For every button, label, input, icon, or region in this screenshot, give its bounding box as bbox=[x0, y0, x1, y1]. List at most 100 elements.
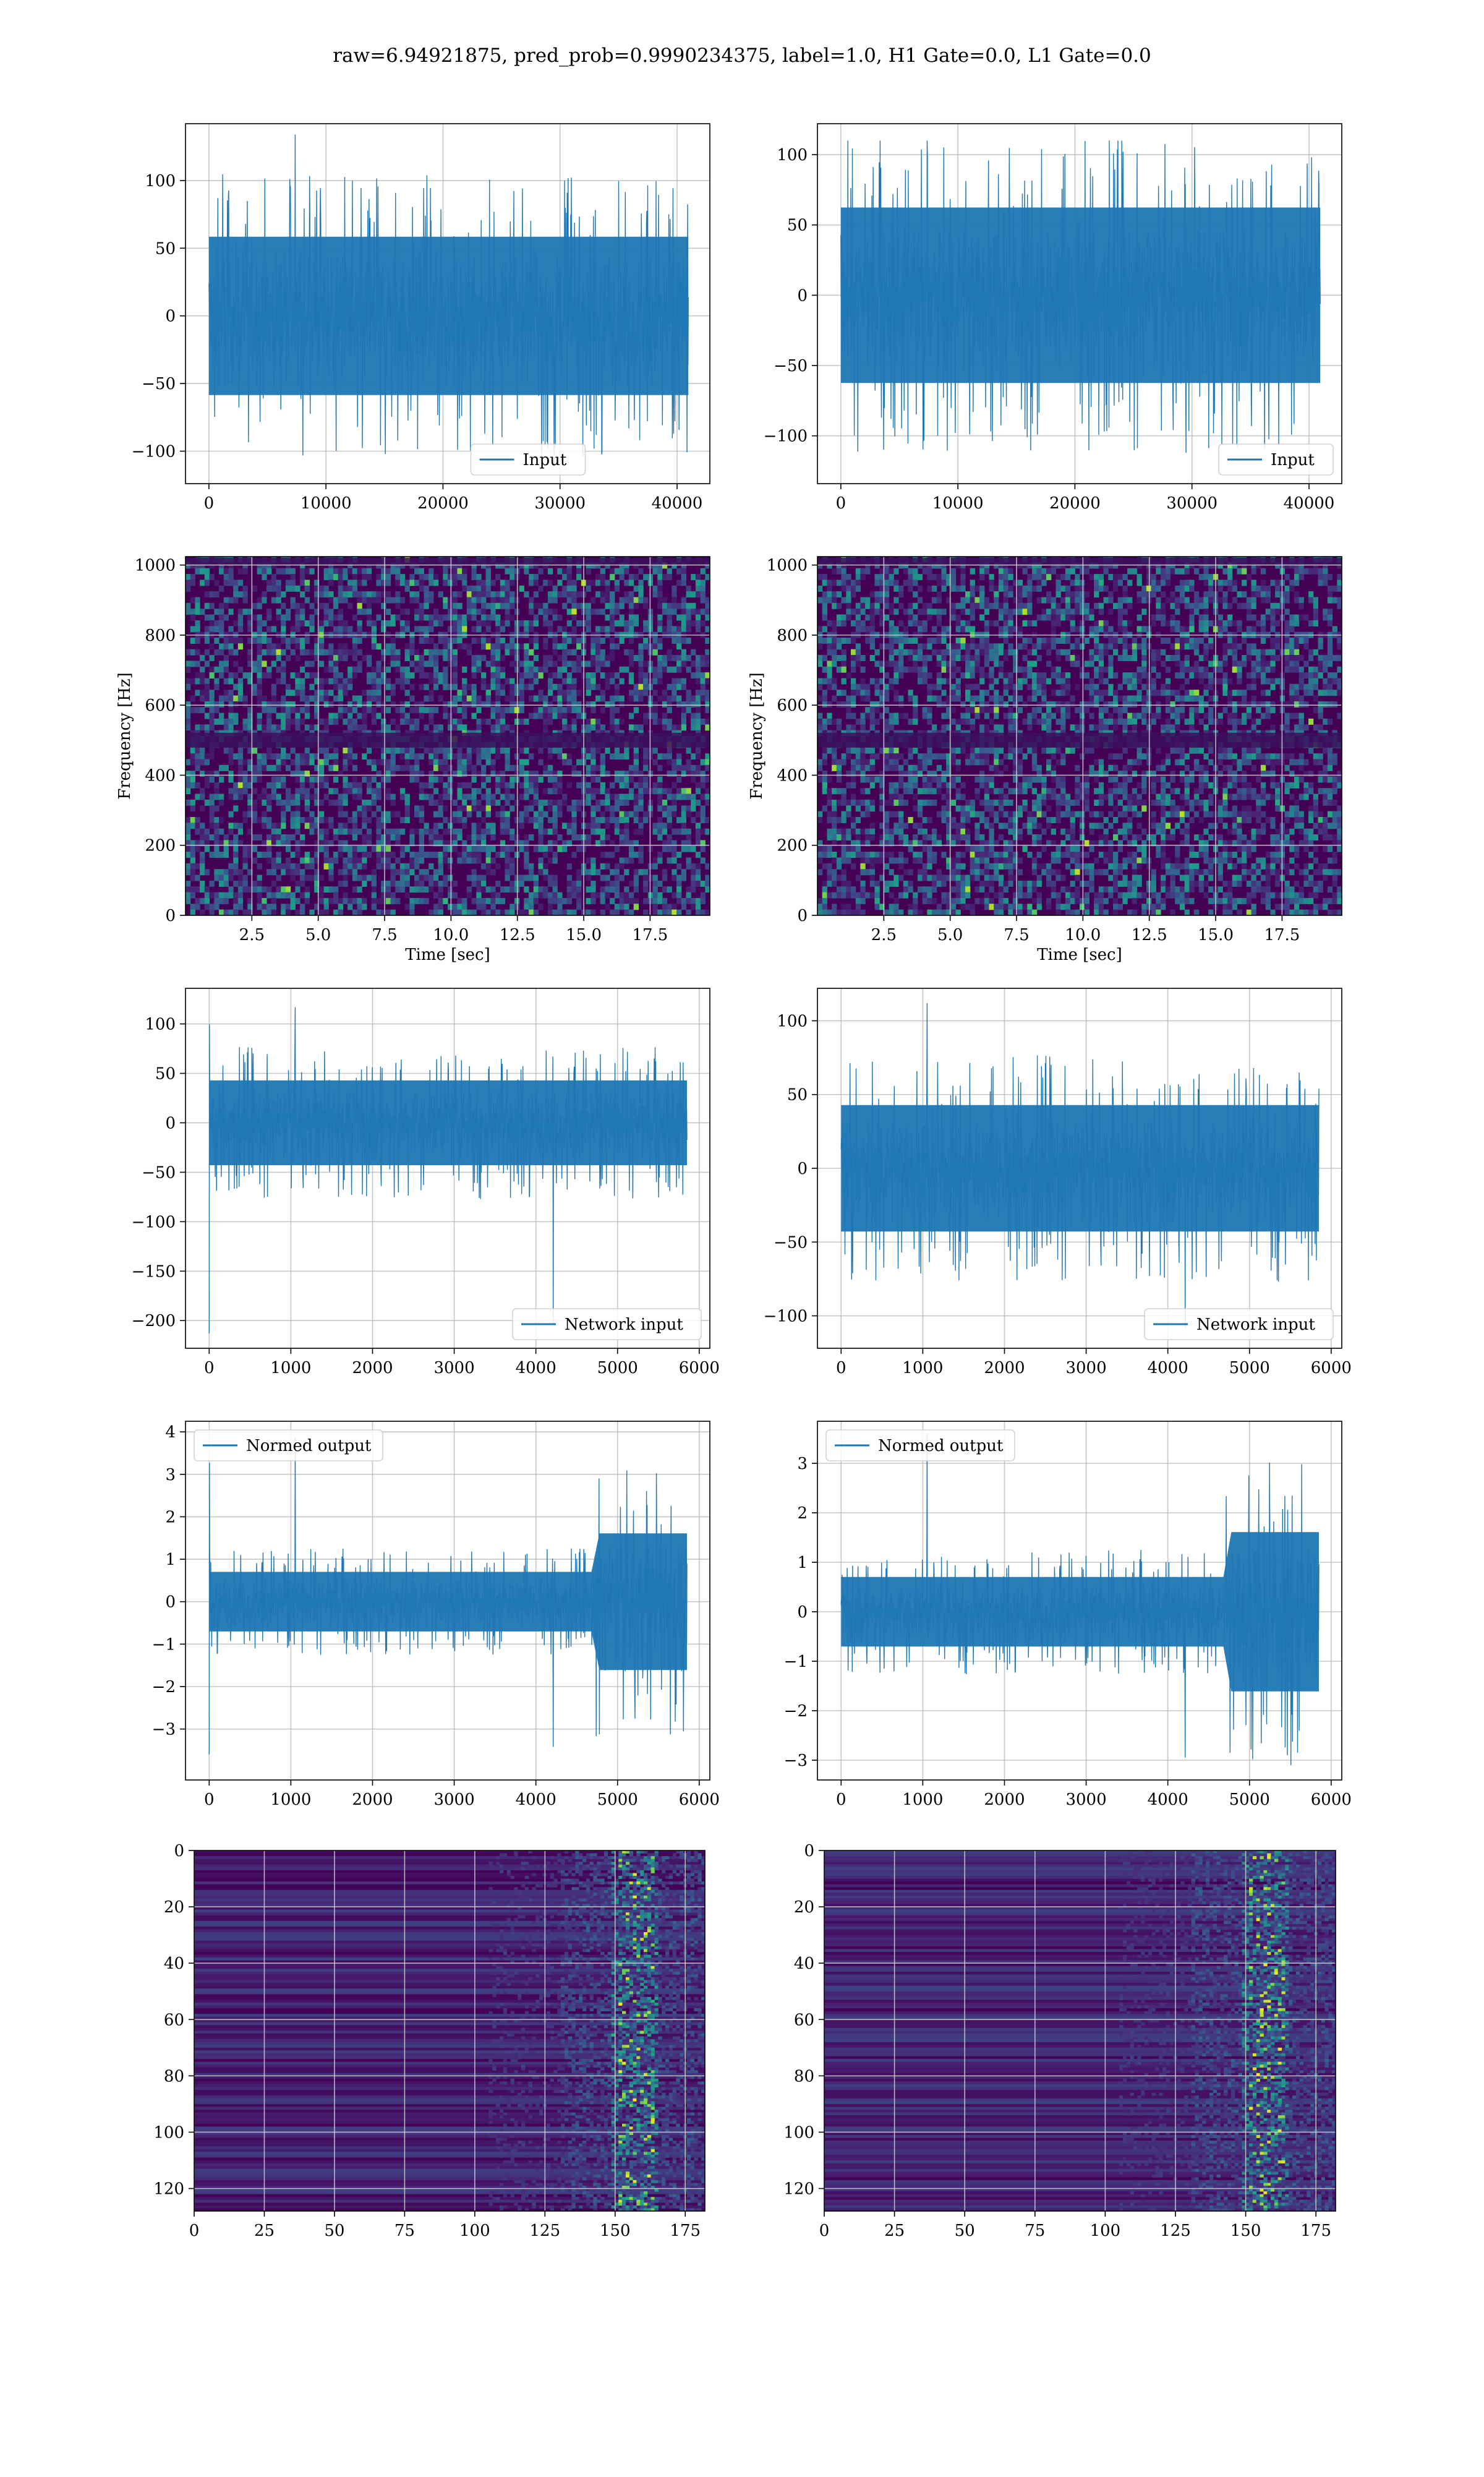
h1-input-ytick-label: −100 bbox=[132, 442, 176, 461]
h1-normed-xtick-label: 1000 bbox=[270, 1790, 311, 1809]
h1-netin-xtick-label: 3000 bbox=[433, 1359, 474, 1377]
h1-feat-ytick-label: 20 bbox=[164, 1898, 184, 1917]
h1-input-ytick-label: 50 bbox=[155, 239, 176, 258]
l1-normed-xtick-label: 5000 bbox=[1229, 1790, 1270, 1809]
l1-feat-xtick-label: 175 bbox=[1300, 2222, 1331, 2240]
h1-spec-xtick-label: 15.0 bbox=[566, 926, 602, 944]
l1-feat-xtick-label: 50 bbox=[955, 2222, 975, 2240]
l1-normed-xtick-label: 3000 bbox=[1065, 1790, 1106, 1809]
l1-spec-ylabel: Frequency [Hz] bbox=[748, 672, 766, 800]
h1-netin-ytick-label: 0 bbox=[165, 1114, 176, 1132]
l1-feat-xtick-label: 25 bbox=[884, 2222, 905, 2240]
h1-spec-ylabel: Frequency [Hz] bbox=[116, 672, 134, 800]
h1-feat-ytick-label: 40 bbox=[164, 1954, 184, 1973]
l1-normed-ytick-label: 1 bbox=[797, 1554, 808, 1572]
l1-normed-ytick-label: −2 bbox=[784, 1702, 808, 1721]
l1-spec-xtick-label: 15.0 bbox=[1198, 926, 1234, 944]
l1-spec-ytick-label: 200 bbox=[777, 837, 808, 855]
l1-input-xtick-label: 0 bbox=[836, 494, 846, 513]
l1-netin-legend: Network input bbox=[1145, 1309, 1333, 1340]
h1-input-xtick-label: 0 bbox=[204, 494, 215, 513]
l1-normed-ytick-label: −3 bbox=[784, 1752, 808, 1770]
l1-input-ytick-label: 0 bbox=[797, 286, 808, 305]
h1-spec-ytick-label: 600 bbox=[145, 696, 176, 715]
l1-input-xtick-label: 10000 bbox=[932, 494, 984, 513]
l1-input-legend: Input bbox=[1219, 444, 1333, 475]
l1-feat-xtick-label: 0 bbox=[819, 2222, 830, 2240]
h1-netin-ytick-label: −150 bbox=[132, 1262, 176, 1281]
h1-feat-ytick-label: 120 bbox=[153, 2180, 184, 2199]
h1-netin-xtick-label: 1000 bbox=[270, 1359, 311, 1377]
h1-feat-ytick-label: 0 bbox=[174, 1842, 184, 1860]
l1-netin-xtick-label: 2000 bbox=[984, 1359, 1025, 1377]
h1-feat-xtick-label: 175 bbox=[670, 2222, 701, 2240]
l1-normed-xtick-label: 6000 bbox=[1311, 1790, 1352, 1809]
h1-input-ytick-label: −50 bbox=[142, 375, 176, 393]
h1-spec-ytick-label: 800 bbox=[145, 627, 176, 645]
l1-normed-xtick-label: 1000 bbox=[902, 1790, 943, 1809]
h1-input-legend-label: Input bbox=[523, 451, 567, 469]
l1-feat-ytick-label: 80 bbox=[794, 2067, 814, 2086]
h1-normed-legend: Normed output bbox=[194, 1430, 383, 1461]
h1-feat-ytick-label: 80 bbox=[164, 2067, 184, 2086]
h1-netin-xtick-label: 4000 bbox=[516, 1359, 556, 1377]
h1-netin-xtick-label: 2000 bbox=[352, 1359, 393, 1377]
l1-input-legend-label: Input bbox=[1271, 451, 1315, 469]
h1-input-xtick-label: 20000 bbox=[417, 494, 469, 513]
l1-feat-ytick-label: 20 bbox=[794, 1898, 814, 1917]
l1-normed-series bbox=[841, 1434, 1319, 1765]
l1-spec-image bbox=[817, 557, 1342, 916]
h1-netin-xtick-label: 6000 bbox=[679, 1359, 720, 1377]
l1-feat-xtick-label: 125 bbox=[1160, 2222, 1191, 2240]
l1-normed-legend: Normed output bbox=[826, 1430, 1015, 1461]
h1-feat-image bbox=[194, 1850, 706, 2211]
l1-spec-xtick-label: 12.5 bbox=[1132, 926, 1167, 944]
h1-spec-ytick-label: 0 bbox=[165, 907, 176, 925]
h1-normed-ytick-label: −1 bbox=[152, 1635, 176, 1654]
l1-normed-xtick-label: 2000 bbox=[984, 1790, 1025, 1809]
h1-feat-xtick-label: 50 bbox=[324, 2222, 344, 2240]
l1-feat-ytick-label: 60 bbox=[794, 2011, 814, 2029]
h1-spec-image bbox=[186, 557, 710, 916]
h1-feat-xtick-label: 100 bbox=[459, 2222, 490, 2240]
l1-input-ytick-label: −100 bbox=[764, 427, 808, 446]
l1-normed-ytick-label: 3 bbox=[797, 1455, 808, 1473]
h1-normed-xtick-label: 0 bbox=[204, 1790, 215, 1809]
l1-netin-ytick-label: 100 bbox=[777, 1012, 808, 1030]
l1-feat-xtick-label: 150 bbox=[1230, 2222, 1261, 2240]
h1-netin-legend-label: Network input bbox=[565, 1316, 683, 1334]
l1-spec-ytick-label: 1000 bbox=[767, 557, 808, 575]
h1-netin-xtick-label: 0 bbox=[204, 1359, 215, 1377]
h1-spec-xlabel: Time [sec] bbox=[405, 946, 490, 964]
l1-input-xtick-label: 30000 bbox=[1166, 494, 1217, 513]
h1-spec-ytick-label: 200 bbox=[145, 837, 176, 855]
h1-netin-line bbox=[209, 1007, 687, 1333]
h1-feat-xtick-label: 0 bbox=[189, 2222, 200, 2240]
h1-normed-ytick-label: −2 bbox=[152, 1678, 176, 1696]
l1-spec-xtick-label: 7.5 bbox=[1004, 926, 1029, 944]
l1-netin-xtick-label: 6000 bbox=[1311, 1359, 1352, 1377]
h1-normed-xtick-label: 2000 bbox=[352, 1790, 393, 1809]
h1-netin-ytick-label: −200 bbox=[132, 1312, 176, 1330]
h1-normed-ytick-label: 4 bbox=[165, 1423, 176, 1442]
h1-spec-xtick-label: 7.5 bbox=[372, 926, 397, 944]
h1-normed-xtick-label: 6000 bbox=[679, 1790, 720, 1809]
l1-netin-xtick-label: 4000 bbox=[1148, 1359, 1188, 1377]
l1-input-ytick-label: −50 bbox=[774, 357, 808, 375]
h1-feat-xtick-label: 75 bbox=[394, 2222, 415, 2240]
h1-netin-ytick-label: 100 bbox=[145, 1016, 176, 1034]
l1-netin-xtick-label: 3000 bbox=[1065, 1359, 1106, 1377]
h1-input-legend: Input bbox=[471, 444, 586, 475]
l1-netin-line bbox=[841, 1003, 1319, 1328]
h1-normed-ytick-label: −3 bbox=[152, 1721, 176, 1739]
h1-spec-xtick-label: 10.0 bbox=[433, 926, 469, 944]
l1-spec-xtick-label: 5.0 bbox=[937, 926, 963, 944]
h1-spec-xtick-label: 2.5 bbox=[239, 926, 265, 944]
l1-netin-ytick-label: 50 bbox=[787, 1086, 808, 1105]
l1-netin-series bbox=[841, 1003, 1319, 1328]
l1-input-xtick-label: 20000 bbox=[1049, 494, 1101, 513]
